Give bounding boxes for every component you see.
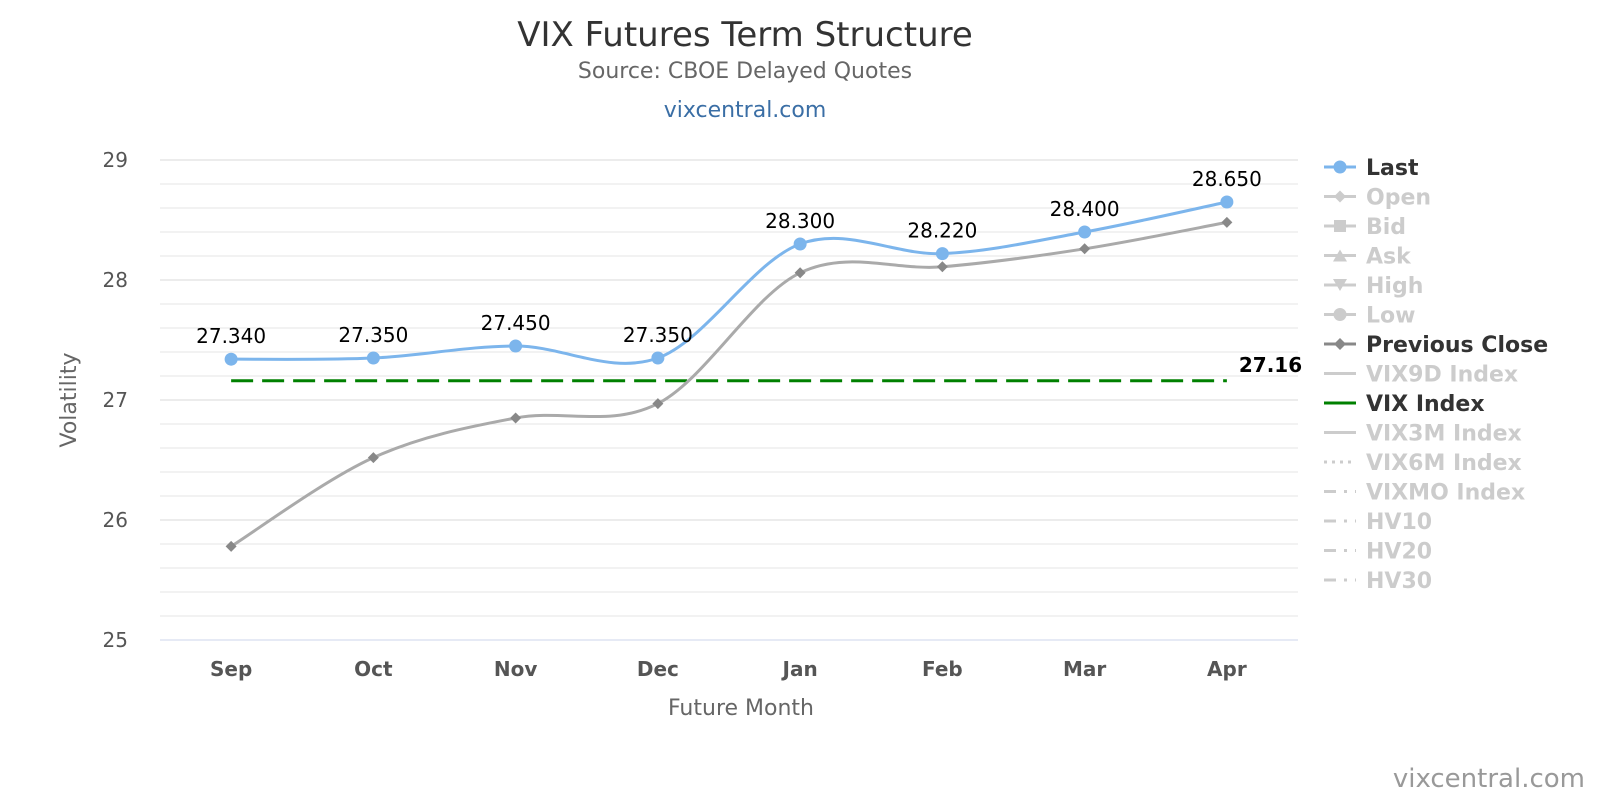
- last-data-label: 28.400: [1050, 197, 1120, 221]
- y-axis-ticks: 25 26 27 28 29: [103, 148, 128, 652]
- legend-item-low[interactable]: Low: [1324, 304, 1415, 329]
- legend-item-vix9d-index[interactable]: VIX9D Index: [1324, 363, 1518, 388]
- legend-item-open[interactable]: Open: [1324, 186, 1431, 211]
- vix-index-label: 27.16: [1239, 353, 1302, 377]
- legend-label: VIXMO Index: [1366, 481, 1525, 506]
- legend-label: Bid: [1366, 215, 1406, 240]
- last-point: [793, 237, 807, 251]
- last-data-label: 27.340: [196, 324, 266, 348]
- legend-label: VIX6M Index: [1366, 451, 1522, 476]
- credit-text[interactable]: vixcentral.com: [1393, 764, 1585, 794]
- x-tick-label: Oct: [354, 657, 393, 681]
- legend-item-hv20[interactable]: HV20: [1324, 540, 1432, 565]
- x-tick-label: Dec: [637, 657, 679, 681]
- legend-marker: [1334, 220, 1346, 232]
- chart-subtitle: Source: CBOE Delayed Quotes: [578, 59, 912, 84]
- last-point: [509, 339, 523, 353]
- y-axis-label: Volatility: [57, 352, 82, 447]
- last-point: [366, 351, 380, 365]
- legend-item-vix-index[interactable]: VIX Index: [1324, 392, 1485, 417]
- legend-item-vix3m-index[interactable]: VIX3M Index: [1324, 422, 1522, 447]
- x-tick-label: Apr: [1207, 657, 1247, 681]
- legend-marker: [1333, 279, 1347, 291]
- legend-item-hv10[interactable]: HV10: [1324, 510, 1432, 535]
- y-tick-label: 28: [103, 268, 128, 292]
- previous-close-line: [230, 220, 1228, 548]
- reference-lines: 27.16: [231, 353, 1302, 383]
- previous-close-point: [652, 398, 664, 410]
- last-point: [1220, 195, 1234, 209]
- legend-item-high[interactable]: High: [1324, 274, 1423, 299]
- last-data-label: 27.350: [623, 323, 693, 347]
- legend-marker: [1334, 190, 1346, 203]
- x-axis-ticks: Sep Oct Nov Dec Jan Feb Mar Apr: [210, 657, 1247, 681]
- legend-label: Previous Close: [1366, 333, 1548, 358]
- x-tick-label: Sep: [210, 657, 252, 681]
- previous-close-point: [367, 452, 379, 464]
- y-tick-label: 25: [103, 628, 128, 652]
- legend-marker: [1333, 249, 1347, 262]
- previous-close-point: [1079, 243, 1091, 255]
- source-link[interactable]: vixcentral.com: [664, 98, 827, 123]
- last-point: [224, 352, 238, 366]
- legend-item-previous-close[interactable]: Previous Close: [1324, 333, 1548, 358]
- last-data-label: 28.300: [765, 209, 835, 233]
- x-tick-label: Feb: [922, 657, 963, 681]
- legend[interactable]: Last Open Bid Ask High Low Previous Close VIX9D…: [1324, 156, 1548, 594]
- legend-item-vixmo-index[interactable]: VIXMO Index: [1324, 481, 1525, 506]
- last-line: [231, 200, 1228, 365]
- x-tick-label: Mar: [1063, 657, 1106, 681]
- last-data-label: 28.220: [907, 219, 977, 243]
- legend-label: HV20: [1366, 540, 1432, 565]
- previous-close-point: [225, 540, 237, 552]
- legend-label: Last: [1366, 156, 1419, 181]
- y-tick-label: 29: [103, 148, 128, 172]
- series-layer: 27.340 27.350 27.450 27.350 28.300 28.220 28.4…: [196, 167, 1262, 552]
- last-point: [935, 247, 949, 261]
- legend-label: Open: [1366, 186, 1431, 211]
- legend-label: VIX Index: [1366, 392, 1485, 417]
- legend-label: VIX9D Index: [1366, 363, 1518, 388]
- last-data-label: 28.650: [1192, 167, 1262, 191]
- legend-label: High: [1366, 274, 1423, 299]
- legend-item-bid[interactable]: Bid: [1324, 215, 1406, 240]
- legend-label: VIX3M Index: [1366, 422, 1522, 447]
- legend-marker: [1333, 308, 1347, 321]
- last-data-label: 27.450: [481, 311, 551, 335]
- last-point: [1078, 225, 1092, 239]
- legend-item-hv30[interactable]: HV30: [1324, 569, 1432, 594]
- legend-label: HV10: [1366, 510, 1432, 535]
- previous-close-point: [510, 412, 522, 424]
- previous-close-point: [936, 261, 948, 273]
- legend-label: Ask: [1366, 245, 1412, 270]
- legend-item-last[interactable]: Last: [1324, 156, 1419, 181]
- legend-label: HV30: [1366, 569, 1432, 594]
- x-axis-label: Future Month: [668, 696, 814, 721]
- x-tick-label: Jan: [781, 657, 818, 681]
- legend-marker: [1333, 160, 1347, 174]
- last-data-label: 27.350: [338, 323, 408, 347]
- y-tick-label: 26: [103, 508, 128, 532]
- x-tick-label: Nov: [494, 657, 538, 681]
- legend-marker: [1334, 338, 1346, 350]
- legend-item-vix6m-index[interactable]: VIX6M Index: [1324, 451, 1522, 476]
- previous-close-point: [794, 267, 806, 279]
- last-point: [651, 351, 665, 365]
- previous-close-point: [1221, 216, 1233, 228]
- legend-label: Low: [1366, 304, 1415, 329]
- grid: [160, 159, 1298, 641]
- legend-item-ask[interactable]: Ask: [1324, 245, 1412, 270]
- chart-title: VIX Futures Term Structure: [517, 15, 973, 55]
- y-tick-label: 27: [103, 388, 128, 412]
